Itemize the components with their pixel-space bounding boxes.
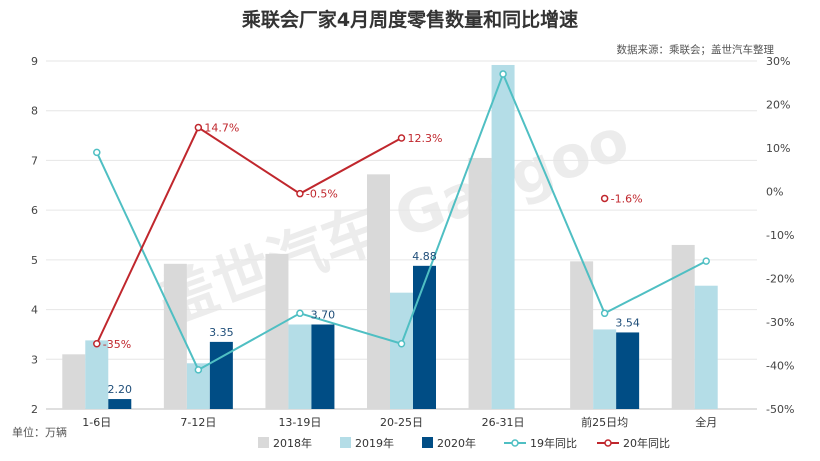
bar-2018年-26-31日: [468, 157, 492, 409]
category-label: 前25日均: [581, 415, 628, 429]
right-axis-tick: -30%: [766, 316, 794, 329]
category-label: 20-25日: [380, 416, 423, 429]
line-20年同比: [95, 126, 402, 345]
right-axis-tick: 0%: [766, 186, 783, 199]
bar-2019年-26-31日: [491, 64, 515, 409]
left-axis-tick: 3: [31, 353, 38, 366]
unit-label: 单位：万辆: [12, 425, 67, 439]
bar-2020年-7-12日: [209, 341, 233, 409]
data-label: 3.70: [311, 308, 336, 321]
legend-label: 20年同比: [623, 436, 670, 450]
point-20年同比-前25日均: [600, 194, 609, 203]
line-data-label: -0.5%: [306, 188, 338, 201]
left-axis-tick: 5: [31, 254, 38, 267]
bar-2020年-前25日均: [616, 332, 640, 409]
bar-2018年-全月: [671, 244, 695, 409]
category-label: 13-19日: [278, 416, 321, 429]
point-19年同比-20-25日: [397, 340, 406, 348]
left-axis-tick: 7: [31, 154, 38, 167]
category-axis: 1-6日 7-12日 13-19日 20-25日 26-31日 前25日均 全月: [82, 415, 717, 429]
legend-swatch-2018年: [258, 437, 269, 448]
point-20年同比-1-6日: [93, 340, 101, 348]
category-label: 26-31日: [482, 416, 525, 429]
left-axis: 2 3 4 5 6 7 8 9: [31, 55, 38, 416]
point-20年同比-13-19日: [296, 189, 304, 198]
data-labels: 2.20 3.35 3.70 4.88 3.54 -35% 14.7% -0.5% 12.3% -…: [103, 122, 643, 397]
bar-2019年-20-25日: [390, 292, 413, 409]
right-axis-tick: 10%: [766, 142, 790, 155]
bar-2019年-前25日均: [593, 329, 617, 409]
left-axis-tick: 2: [31, 403, 38, 416]
left-axis-tick: 6: [31, 204, 38, 217]
line-data-label: -1.6%: [611, 192, 643, 205]
legend-marker-19年同比: [511, 439, 519, 447]
legend-swatch-2019年: [340, 437, 351, 448]
data-label: 3.54: [615, 316, 640, 329]
chart-title: 乘联会厂家4月周度零售数量和同比增速: [241, 8, 578, 31]
point-19年同比-全月: [702, 257, 710, 265]
data-label: 3.35: [209, 326, 234, 339]
left-axis-tick: 9: [31, 55, 38, 68]
line-data-label: 14.7%: [204, 122, 239, 135]
right-axis-tick: -50%: [766, 403, 794, 416]
right-axis-tick: -20%: [766, 273, 794, 286]
category-label: 1-6日: [82, 416, 111, 429]
lines: [93, 70, 710, 374]
legend-label: 2020年: [437, 436, 476, 450]
data-label: 4.88: [412, 250, 437, 263]
legend-label: 2019年: [355, 436, 394, 450]
left-axis-tick: 4: [31, 304, 38, 317]
point-20年同比-20-25日: [397, 134, 406, 142]
legend-label: 2018年: [273, 436, 312, 450]
bar-2018年-1-6日: [62, 354, 86, 409]
bar-2019年-13-19日: [288, 324, 312, 409]
legend: 2018年 2019年 2020年 19年同比 20年同比: [258, 436, 670, 450]
line-data-label: 12.3%: [408, 132, 443, 145]
legend-swatch-2020年: [422, 437, 433, 448]
bar-2018年-前25日均: [570, 261, 594, 409]
bar-2020年-20-25日: [413, 265, 436, 409]
bar-2018年-13-19日: [265, 253, 289, 409]
legend-label: 19年同比: [530, 436, 577, 450]
right-axis: -50% -40% -30% -20% -10% 0% 10% 20% 30%: [766, 55, 794, 416]
data-label: 2.20: [108, 383, 133, 396]
bar-2020年-1-6日: [108, 399, 132, 409]
bar-2019年-7-12日: [186, 363, 210, 409]
bar-2019年-全月: [694, 285, 718, 409]
point-19年同比-7-12日: [194, 366, 203, 374]
point-19年同比-前25日均: [600, 309, 609, 318]
left-axis-tick: 8: [31, 105, 38, 118]
line-data-label: -35%: [103, 338, 131, 351]
bar-2018年-20-25日: [367, 174, 390, 409]
point-19年同比-26-31日: [499, 70, 507, 78]
point-19年同比-13-19日: [296, 309, 304, 318]
bar-2018年-7-12日: [163, 263, 187, 409]
right-axis-tick: -40%: [766, 360, 794, 373]
bar-2019年-1-6日: [85, 340, 109, 409]
right-axis-tick: -10%: [766, 229, 794, 242]
legend-marker-20年同比: [604, 439, 612, 447]
category-label: 7-12日: [180, 416, 216, 429]
right-axis-tick: 30%: [766, 55, 790, 68]
point-20年同比-7-12日: [194, 123, 203, 132]
bars: [62, 64, 718, 409]
bar-2020年-13-19日: [311, 324, 335, 409]
category-label: 全月: [695, 415, 717, 429]
chart-source: 数据来源：乘联会；盖世汽车整理: [617, 43, 775, 56]
right-axis-tick: 20%: [766, 99, 790, 112]
point-19年同比-1-6日: [93, 148, 101, 157]
